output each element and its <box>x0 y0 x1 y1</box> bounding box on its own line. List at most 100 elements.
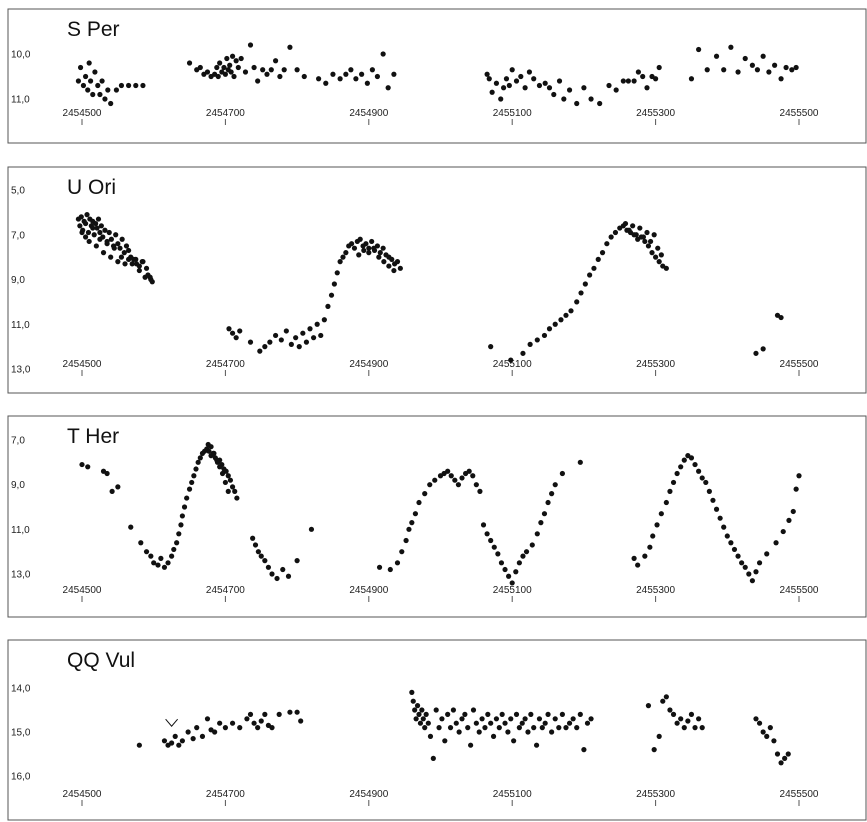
x-tick-label: 2455300 <box>636 359 675 370</box>
data-point <box>212 729 218 735</box>
data-point <box>656 733 662 740</box>
data-point <box>482 725 488 731</box>
data-point <box>161 564 168 570</box>
data-point <box>516 560 522 566</box>
data-point <box>294 558 300 564</box>
data-point <box>268 67 274 73</box>
data-point <box>77 223 83 229</box>
data-point <box>578 290 584 296</box>
data-point <box>556 725 562 731</box>
data-point <box>307 326 313 332</box>
data-point <box>489 89 495 95</box>
data-point <box>109 488 115 494</box>
data-point <box>108 100 114 107</box>
x-tick-label: 2454900 <box>349 585 388 596</box>
data-point <box>778 760 784 766</box>
data-point <box>281 67 287 73</box>
y-tick-label: 11,0 <box>11 320 30 331</box>
data-point <box>468 742 474 748</box>
data-point <box>414 703 421 709</box>
data-point <box>79 229 85 236</box>
data-point <box>612 229 619 236</box>
data-point <box>511 738 517 744</box>
data-point <box>499 711 505 718</box>
data-point <box>82 234 89 240</box>
data-point <box>656 64 662 71</box>
data-point <box>211 450 217 456</box>
data-point <box>115 484 121 490</box>
data-point <box>681 725 687 731</box>
x-tick-label: 2454700 <box>206 359 245 370</box>
data-point <box>476 729 482 735</box>
data-point <box>735 69 741 75</box>
data-point <box>147 274 153 280</box>
data-point <box>430 755 436 762</box>
data-point <box>227 62 233 68</box>
data-point <box>713 506 720 512</box>
data-point <box>115 241 121 247</box>
panel-1: S Per 10,0 11,0 2454500 2454700 2454900 245510… <box>7 8 867 144</box>
data-point <box>584 720 591 726</box>
data-point <box>136 263 142 269</box>
data-point <box>681 457 687 463</box>
data-point <box>760 53 766 59</box>
data-point <box>531 76 537 82</box>
data-point <box>208 444 214 450</box>
data-point <box>97 91 103 98</box>
data-point <box>654 522 660 528</box>
data-point <box>77 64 84 71</box>
data-point <box>453 720 459 726</box>
data-point <box>640 234 647 240</box>
data-point <box>459 475 465 481</box>
y-tick-label: 11,0 <box>11 525 30 536</box>
data-point <box>195 459 201 465</box>
data-point <box>796 473 802 479</box>
data-point <box>506 573 512 579</box>
data-point <box>226 326 232 332</box>
data-point <box>204 716 211 722</box>
data-point <box>642 238 648 245</box>
data-point <box>95 82 101 89</box>
data-point <box>143 265 150 271</box>
data-point <box>581 747 587 753</box>
data-point <box>625 78 631 84</box>
data-point <box>102 227 108 233</box>
data-point <box>502 566 508 573</box>
data-point <box>214 457 220 463</box>
data-point <box>330 71 336 77</box>
data-point <box>229 330 236 336</box>
data-point <box>158 555 164 561</box>
data-point <box>366 245 372 251</box>
data-point <box>410 698 416 704</box>
data-point <box>534 531 540 537</box>
data-point <box>204 69 211 75</box>
data-point <box>651 232 657 238</box>
data-point <box>516 725 522 731</box>
data-point <box>136 267 142 274</box>
data-point <box>394 560 401 566</box>
data-point <box>140 82 146 89</box>
data-point <box>717 515 723 521</box>
data-point <box>760 729 766 735</box>
data-point <box>260 67 266 73</box>
data-points <box>79 441 802 586</box>
data-point <box>90 91 96 98</box>
data-point <box>225 488 231 494</box>
data-point <box>298 718 304 724</box>
data-point <box>541 511 548 517</box>
data-point <box>522 716 528 722</box>
y-tick-label: 13,0 <box>11 365 31 376</box>
data-point <box>113 87 120 93</box>
data-point <box>724 533 730 539</box>
data-point <box>490 733 497 740</box>
data-point <box>529 542 535 548</box>
data-point <box>262 558 268 564</box>
data-point <box>126 247 132 254</box>
data-point <box>104 470 110 477</box>
data-point <box>528 711 534 718</box>
panel-frame <box>7 639 867 821</box>
data-point <box>566 720 573 726</box>
data-point <box>287 709 293 715</box>
data-point <box>334 270 340 276</box>
